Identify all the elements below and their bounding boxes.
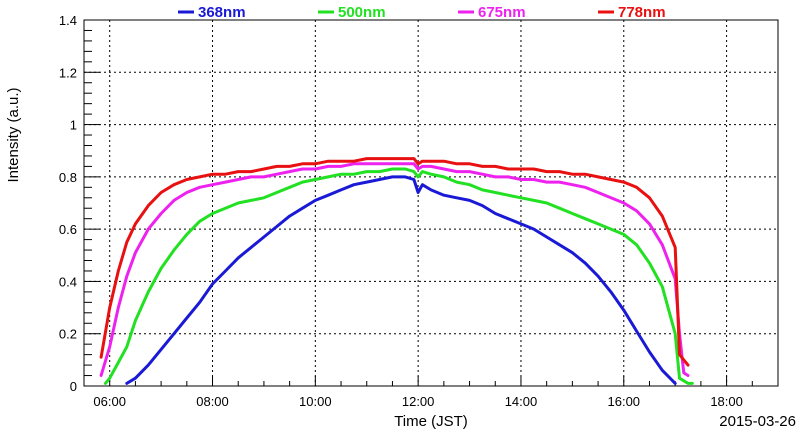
x-axis-ticks: 06:00 08:00 10:00 12:00 14:00 16:00 18:00 (83, 376, 779, 409)
x-tick-label: 14:00 (505, 394, 538, 409)
x-axis-title: Time (JST) (394, 413, 468, 430)
y-tick-label: 0.2 (59, 327, 77, 342)
plot-frame (83, 19, 779, 387)
y-axis-ticks: 0 0.2 0.4 0.6 0.8 1 1.2 1.4 (59, 13, 100, 394)
date-label: 2015-03-26 (719, 413, 796, 430)
series-line-500nm (103, 167, 694, 385)
y-tick-label: 1.4 (59, 13, 77, 28)
series-line-778nm (99, 157, 690, 367)
y-tick-label: 0.8 (59, 170, 77, 185)
legend: 368nm 500nm 675nm 778nm (178, 4, 666, 21)
y-tick-label: 0.6 (59, 222, 77, 237)
y-tick-label: 0.4 (59, 274, 77, 289)
x-tick-label: 08:00 (196, 394, 229, 409)
x-tick-label: 10:00 (299, 394, 332, 409)
legend-label: 675nm (478, 4, 526, 21)
y-tick-label: 0 (70, 379, 77, 394)
axes (83, 19, 779, 387)
x-tick-label: 06:00 (93, 394, 126, 409)
series-line-675nm (99, 162, 690, 377)
x-tick-label: 12:00 (402, 394, 435, 409)
x-tick-label: 18:00 (710, 394, 743, 409)
legend-label: 778nm (618, 4, 666, 21)
series-line-368nm (125, 175, 677, 385)
grid (84, 20, 778, 386)
y-tick-label: 1.2 (59, 65, 77, 80)
series-group (99, 157, 694, 385)
legend-label: 500nm (338, 4, 386, 21)
y-tick-label: 1 (70, 118, 77, 133)
x-tick-label: 16:00 (608, 394, 641, 409)
legend-label: 368nm (198, 4, 246, 21)
y-axis-title: Intensity (a.u.) (5, 87, 22, 182)
